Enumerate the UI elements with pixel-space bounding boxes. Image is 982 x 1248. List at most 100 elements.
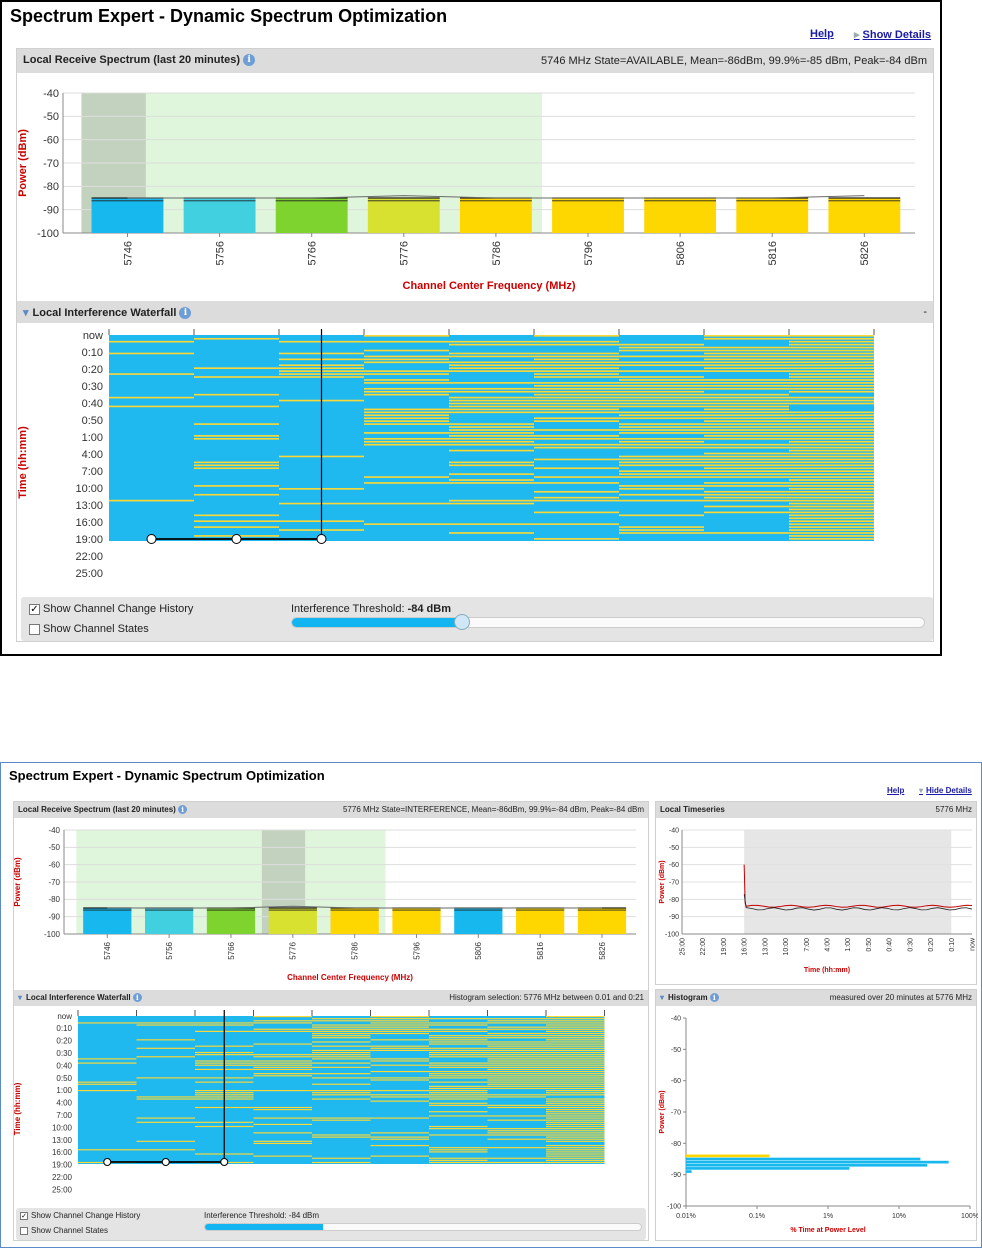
checkbox-icon[interactable]: ✓	[20, 1211, 28, 1220]
waterfall-cell	[487, 1081, 546, 1083]
collapse-triangle-icon[interactable]: ▾	[18, 993, 23, 1002]
waterfall-cell	[546, 1157, 605, 1159]
waterfall-cell	[546, 1068, 605, 1071]
waterfall-cell	[364, 476, 449, 478]
info-icon[interactable]: i	[709, 993, 719, 1003]
waterfall-cell	[370, 1022, 429, 1024]
checkbox-icon[interactable]	[29, 623, 40, 635]
threshold-slider[interactable]	[204, 1223, 642, 1231]
waterfall-cell	[546, 1073, 605, 1075]
threshold-slider[interactable]	[291, 617, 925, 628]
channel-history-node	[316, 534, 327, 544]
waterfall-chart[interactable]: now 0:10 0:20 0:30 0:40 0:50 1:00 4:00 7:00 10:00…	[17, 325, 935, 595]
info-icon[interactable]: i	[178, 805, 188, 815]
waterfall-cell	[704, 476, 789, 478]
waterfall-cell	[194, 367, 279, 369]
waterfall-cell	[312, 1026, 371, 1028]
waterfall-cell	[429, 1075, 488, 1077]
x-axis-title: Channel Center Frequency (MHz)	[287, 973, 413, 982]
histogram-header: ▾ Histogram i measured over 20 minutes at…	[656, 990, 976, 1006]
hide-details-link[interactable]: ▾ Hide Details	[919, 786, 972, 795]
y-tick-label: -70	[48, 878, 60, 887]
waterfall-cell	[534, 352, 619, 355]
waterfall-cell	[534, 476, 619, 478]
waterfall-column	[136, 1016, 195, 1164]
history-checkbox[interactable]: ✓ Show Channel Change History	[29, 603, 194, 615]
waterfall-cell	[429, 1151, 488, 1153]
waterfall-status: -	[923, 306, 927, 318]
waterfall-cell	[619, 443, 704, 446]
waterfall-cell	[534, 361, 619, 364]
history-checkbox[interactable]: ✓ Show Channel Change History	[20, 1211, 141, 1220]
waterfall-cell	[312, 1054, 371, 1056]
y-axis-title: Power (dBm)	[659, 1090, 666, 1133]
spectrum-chart[interactable]: -40 -50 -60 -70 -80 -90 -100 5746 5756 5766 5776 57…	[17, 77, 935, 297]
waterfall-cell	[619, 493, 704, 496]
waterfall-cell	[449, 432, 534, 434]
show-details-link[interactable]: ▸ Show Details	[854, 29, 931, 41]
spectrum-chart[interactable]: -40 -50 -60 -70 -80 -90 -100 5746 5756 5766 5776 57…	[14, 820, 650, 988]
controls-bar: ✓ Show Channel Change History Show Channe…	[21, 597, 933, 641]
waterfall-cell	[429, 1094, 488, 1096]
histogram-chart[interactable]: -40 -50 -60 -70 -80 -90 -100 0.01% 0.1% 1% 10% 100%…	[656, 1008, 978, 1242]
x-tick-label: 10:00	[783, 938, 790, 956]
info-icon[interactable]: i	[132, 993, 142, 1003]
info-icon[interactable]: i	[243, 54, 256, 67]
time-tick-label: 4:00	[56, 1099, 72, 1108]
waterfall-cell	[546, 1130, 605, 1132]
waterfall-chart[interactable]: now 0:10 0:20 0:30 0:40 0:50 1:00 4:00 7:00 10:00…	[14, 1008, 650, 1208]
waterfall-cell	[789, 355, 874, 358]
y-tick-label: -40	[48, 826, 60, 835]
states-checkbox[interactable]: Show Channel States	[20, 1226, 108, 1235]
checkbox-icon[interactable]: ✓	[29, 603, 40, 615]
waterfall-cell	[546, 1016, 605, 1018]
panel-title: Local Receive Spectrum (last 20 minutes)	[18, 805, 176, 814]
waterfall-cell	[619, 446, 704, 449]
waterfall-cell	[253, 1028, 312, 1030]
waterfall-cell	[789, 505, 874, 508]
spectrum-status: 5776 MHz State=INTERFERENCE, Mean=-86dBm…	[342, 805, 644, 814]
panel-title: Local Timeseries	[660, 805, 725, 814]
waterfall-cell	[370, 1136, 429, 1138]
collapse-triangle-icon[interactable]: ▾	[660, 993, 665, 1002]
waterfall-cell	[364, 361, 449, 364]
collapse-triangle-icon[interactable]: ▾	[23, 307, 29, 319]
waterfall-cell	[429, 1030, 488, 1032]
slider-handle[interactable]	[454, 614, 471, 630]
waterfall-cell	[429, 1049, 488, 1051]
waterfall-cell	[312, 1024, 371, 1026]
waterfall-cell	[449, 343, 534, 346]
waterfall-cell	[534, 490, 619, 493]
waterfall-cell	[194, 526, 279, 528]
waterfall-cell	[704, 352, 789, 355]
x-tick-label: 1:00	[845, 938, 852, 952]
time-tick-label: 1:00	[56, 1086, 72, 1095]
waterfall-cell	[789, 343, 874, 346]
states-checkbox[interactable]: Show Channel States	[29, 623, 149, 635]
help-link[interactable]: Help	[810, 28, 834, 40]
waterfall-cell	[194, 467, 279, 470]
histogram-measure: measured over 20 minutes at 5776 MHz	[829, 993, 972, 1002]
waterfall-cell	[546, 1087, 605, 1090]
info-icon[interactable]: i	[179, 307, 192, 320]
waterfall-cell	[546, 1018, 605, 1020]
time-tick-label: 0:50	[56, 1074, 72, 1083]
checkbox-icon[interactable]	[20, 1226, 28, 1235]
waterfall-cell	[78, 1090, 137, 1092]
waterfall-cell	[619, 429, 704, 431]
waterfall-cell	[534, 482, 619, 484]
x-tick-label: 4:00	[825, 938, 832, 952]
waterfall-cell	[370, 1079, 429, 1081]
waterfall-cell	[429, 1066, 488, 1068]
waterfall-cell	[546, 1094, 605, 1096]
waterfall-cell	[534, 355, 619, 358]
waterfall-cell	[704, 393, 789, 396]
waterfall-cell	[253, 1090, 312, 1092]
spectrum-bar	[552, 198, 624, 233]
waterfall-cell	[546, 1147, 605, 1149]
waterfall-cell	[487, 1094, 546, 1096]
waterfall-cell	[253, 1054, 312, 1056]
help-link[interactable]: Help	[887, 786, 905, 795]
waterfall-cell	[429, 1134, 488, 1136]
